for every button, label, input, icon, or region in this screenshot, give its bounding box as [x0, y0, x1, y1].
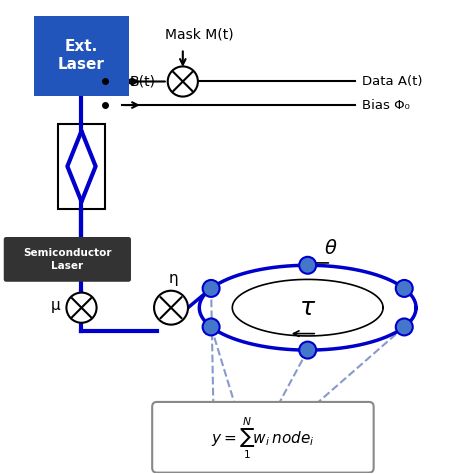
Text: $\tau$: $\tau$	[299, 296, 316, 319]
Text: μ: μ	[51, 298, 60, 313]
Text: Semiconductor
Laser: Semiconductor Laser	[23, 248, 111, 271]
Text: $\theta$: $\theta$	[325, 239, 338, 258]
Text: Mask M(t): Mask M(t)	[165, 27, 234, 41]
Circle shape	[66, 292, 97, 323]
Circle shape	[202, 319, 219, 336]
Circle shape	[396, 280, 413, 297]
FancyBboxPatch shape	[35, 16, 128, 96]
FancyBboxPatch shape	[152, 402, 374, 473]
Text: $y = \sum_{1}^{N} w_i\, node_i$: $y = \sum_{1}^{N} w_i\, node_i$	[211, 416, 315, 462]
Circle shape	[299, 342, 316, 358]
Text: η: η	[169, 271, 178, 286]
Bar	[58, 124, 105, 209]
Text: B(t): B(t)	[130, 74, 156, 89]
Circle shape	[396, 319, 413, 336]
Text: Bias Φ₀: Bias Φ₀	[362, 99, 410, 111]
Circle shape	[202, 280, 219, 297]
Text: Ext.
Laser: Ext. Laser	[58, 39, 105, 73]
Circle shape	[154, 291, 188, 325]
Circle shape	[299, 257, 316, 274]
Text: Data A(t): Data A(t)	[362, 75, 422, 88]
FancyBboxPatch shape	[4, 237, 131, 282]
Circle shape	[168, 66, 198, 97]
